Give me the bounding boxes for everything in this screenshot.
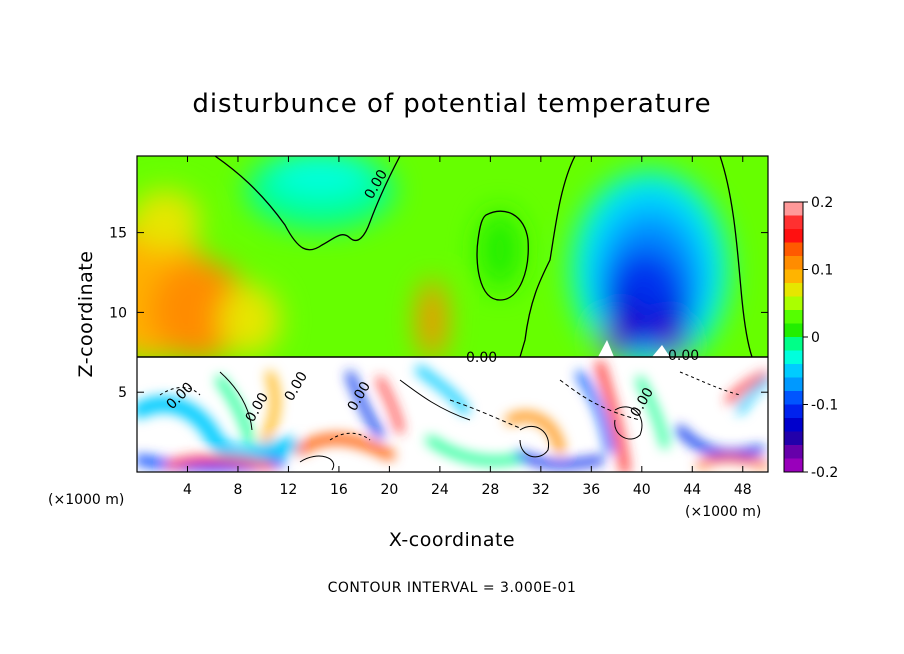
x-tick-label: 44 — [683, 482, 701, 498]
lower-field — [137, 357, 768, 472]
colorbar-tick-label: 0.2 — [811, 195, 833, 211]
y-axis-label: Z-coordinate — [75, 251, 97, 378]
colorbar-swatch — [784, 215, 803, 230]
colorbar-tick-label: 0 — [811, 330, 820, 346]
upper-field — [137, 156, 768, 357]
colorbar: 0.2 0.1 0 -0.1 -0.2 — [783, 195, 838, 481]
x-tick-label: 20 — [380, 482, 398, 498]
x-axis-label: X-coordinate — [389, 529, 515, 551]
colorbar-swatch — [784, 242, 803, 257]
contour-interval-note: CONTOUR INTERVAL = 3.000E-01 — [328, 580, 577, 596]
colorbar-swatch — [784, 350, 803, 365]
x-tick-label: 8 — [233, 482, 242, 498]
colorbar-swatch — [784, 458, 803, 473]
colorbar-tick-label: -0.1 — [811, 398, 838, 414]
x-axis: 4 8 12 16 20 24 28 32 36 40 44 48 — [183, 156, 752, 498]
colorbar-swatch — [784, 202, 803, 216]
y-axis: 5 10 15 — [109, 226, 768, 401]
chart-title: disturbunce of potential temperature — [192, 89, 711, 119]
x-unit-label-right: (×1000 m) — [685, 504, 761, 520]
colorbar-swatch — [784, 445, 803, 459]
x-tick-label: 36 — [582, 482, 600, 498]
colorbar-swatch — [784, 431, 803, 446]
colorbar-swatch — [784, 377, 803, 392]
y-tick-label: 5 — [118, 385, 127, 401]
colorbar-tick-label: -0.2 — [811, 465, 838, 481]
colorbar-swatch — [784, 391, 803, 405]
colorbar-swatch — [784, 364, 803, 378]
plot-frame — [136, 155, 769, 473]
contour-label: 0.00 — [466, 350, 497, 366]
x-tick-label: 4 — [183, 482, 192, 498]
x-tick-label: 28 — [481, 482, 499, 498]
plot-area: 0.00 0.00 0.00 0.00 0.00 0.00 0.00 0.00 — [136, 155, 769, 473]
colorbar-swatch — [784, 296, 803, 311]
x-tick-label: 40 — [633, 482, 651, 498]
y-tick-label: 10 — [109, 305, 127, 321]
colorbar-swatch — [784, 229, 803, 243]
contour-label: 0.00 — [668, 348, 699, 364]
colorbar-swatch — [784, 269, 803, 284]
x-tick-label: 48 — [734, 482, 752, 498]
colorbar-swatch — [784, 404, 803, 419]
colorbar-swatch — [784, 310, 803, 324]
colorbar-tick-label: 0.1 — [811, 263, 833, 279]
colorbar-swatch — [784, 283, 803, 297]
x-tick-label: 24 — [431, 482, 449, 498]
x-tick-label: 12 — [280, 482, 298, 498]
colorbar-swatch — [784, 418, 803, 432]
colorbar-swatch — [784, 323, 803, 338]
x-unit-label-left: (×1000 m) — [48, 492, 124, 508]
x-tick-label: 16 — [330, 482, 348, 498]
colorbar-swatch — [784, 256, 803, 270]
colorbar-swatch — [784, 337, 803, 351]
x-tick-label: 32 — [532, 482, 550, 498]
y-tick-label: 15 — [109, 226, 127, 242]
